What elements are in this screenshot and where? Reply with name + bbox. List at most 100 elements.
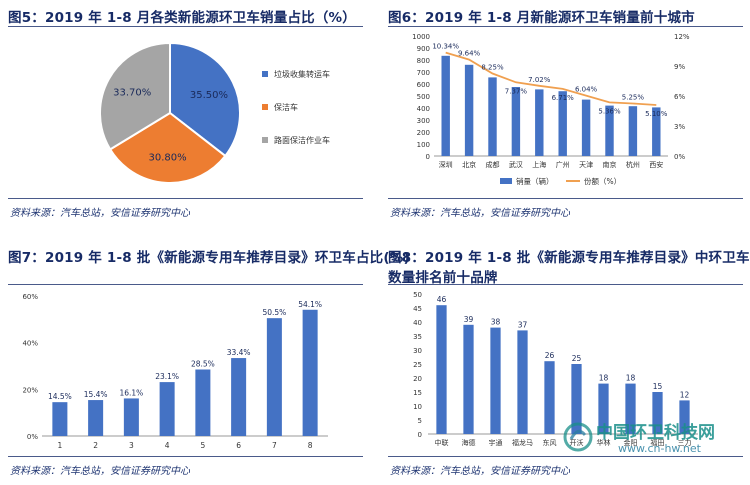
y2-tick-label: 6%	[674, 93, 685, 101]
legend-swatch	[262, 137, 268, 143]
legend-label: 销量（辆）	[516, 176, 554, 186]
x-tick-label: 中联	[435, 438, 449, 447]
x-tick-label: 成都	[486, 160, 500, 169]
fig8-bar-chart: 0 5 10 15 20 25 30 35 40 45 50 46 中联 39 海德 38 宇通 37 福龙马 26 东…	[413, 291, 698, 447]
bar	[679, 400, 690, 434]
x-tick-label: 1	[57, 441, 62, 450]
legend-label: 路面保洁作业车	[274, 135, 330, 145]
fig6-title: 图6：2019 年 1-8 月新能源环卫车销量前十城市	[388, 10, 695, 26]
bar	[490, 327, 501, 434]
y-tick-label: 700	[417, 69, 430, 77]
x-tick-label: 深圳	[439, 160, 453, 169]
y-tick-label: 5	[418, 417, 422, 425]
fig7-bottom-rule	[8, 456, 363, 457]
y2-tick-label: 12%	[674, 33, 690, 41]
pie-slice	[108, 111, 227, 184]
bar-value-label: 25	[572, 354, 582, 363]
x-tick-label: 南京	[603, 160, 617, 169]
share-value-label: 7.02%	[528, 76, 551, 84]
x-tick-label: 西安	[649, 160, 663, 169]
pie-value-label: 35.50%	[190, 90, 228, 101]
watermark: 中国环卫科技网 www.cn-hw.net	[562, 418, 732, 468]
fig7-title-rule	[8, 284, 363, 285]
share-value-label: 5.36%	[598, 107, 621, 115]
bar	[535, 89, 544, 156]
pie-value-label: 30.80%	[148, 152, 186, 163]
x-tick-label: 8	[308, 441, 313, 450]
watermark-url: www.cn-hw.net	[618, 442, 701, 455]
y-tick-label: 900	[417, 45, 430, 53]
y-tick-label: 25	[413, 361, 422, 369]
legend-label: 份额（%）	[584, 176, 621, 186]
bar-value-label: 46	[437, 295, 447, 304]
bar	[159, 382, 175, 436]
fig7-bar-chart: 0% 20% 40% 60% 14.5% 1 15.4% 2 16.1% 3 23.1% 4 28.5%…	[22, 293, 328, 450]
share-value-label: 6.71%	[552, 94, 575, 102]
bar	[605, 105, 614, 156]
bar	[231, 358, 247, 436]
bar	[571, 364, 582, 434]
bar-value-label: 28.5%	[191, 360, 215, 369]
bar	[517, 330, 528, 434]
fig5-title-rule	[8, 26, 363, 27]
y-tick-label: 300	[417, 117, 430, 125]
y2-tick-label: 9%	[674, 63, 685, 71]
bar	[625, 383, 636, 434]
y-tick-label: 400	[417, 105, 430, 113]
bar	[464, 64, 474, 156]
x-tick-label: 东风	[543, 438, 557, 447]
bar-value-label: 37	[518, 320, 528, 329]
share-line	[445, 51, 657, 106]
fig8-bottom-rule	[388, 456, 743, 457]
share-value-label: 5.25%	[622, 94, 645, 102]
y2-tick-label: 3%	[674, 123, 685, 131]
bar	[544, 361, 555, 434]
bar	[302, 309, 318, 436]
legend-label: 垃圾收集转运车	[274, 69, 330, 79]
share-value-label: 5.10%	[645, 110, 668, 118]
fig7-title: 图7：2019 年 1-8 批《新能源专用车推荐目录》环卫车占比(%)	[8, 250, 410, 266]
share-value-label: 8.25%	[481, 64, 504, 72]
x-tick-label: 2	[93, 441, 98, 450]
bar-value-label: 26	[545, 351, 555, 360]
bar-value-label: 33.4%	[227, 348, 251, 357]
y-tick-label: 30	[413, 347, 422, 355]
x-tick-label: 7	[272, 441, 277, 450]
x-tick-label: 4	[165, 441, 170, 450]
bar	[266, 318, 282, 436]
y-tick-label: 10	[413, 403, 422, 411]
bar	[652, 107, 661, 156]
y-tick-label: 20%	[22, 386, 38, 394]
y-tick-label: 40	[413, 319, 422, 327]
fig8-source: 资料来源：汽车总站，安信证券研究中心	[390, 466, 570, 477]
bar	[558, 91, 567, 156]
bar	[652, 392, 663, 434]
fig6-bar-line-chart: 0 100 200 300 400 500 600 700 800 900 1000 0% 3% 6% 9%…	[412, 33, 690, 186]
y-tick-label: 1000	[412, 33, 430, 41]
fig6-bottom-rule	[388, 198, 743, 199]
fig5-bottom-rule	[8, 198, 363, 199]
pie-slice	[169, 41, 241, 158]
bar-value-label: 38	[491, 318, 501, 327]
y-tick-label: 20	[413, 375, 422, 383]
x-tick-label: 三力	[678, 438, 692, 447]
bar	[488, 77, 497, 156]
watermark-logo-icon	[563, 422, 593, 452]
x-tick-label: 华林	[597, 438, 611, 447]
bar	[598, 383, 609, 434]
share-value-label: 9.64%	[458, 50, 481, 58]
fig8-title-rule	[388, 284, 743, 285]
legend-swatch	[262, 104, 268, 110]
bar-value-label: 16.1%	[119, 388, 143, 397]
bar-value-label: 23.1%	[155, 372, 179, 381]
y-tick-label: 200	[417, 129, 430, 137]
share-value-label: 7.37%	[505, 87, 528, 95]
bar-value-label: 12	[680, 390, 690, 399]
bar	[511, 87, 521, 156]
bar	[581, 99, 591, 156]
y-tick-label: 500	[417, 93, 430, 101]
bar-value-label: 15	[653, 382, 663, 391]
fig5-source: 资料来源：汽车总站，安信证券研究中心	[10, 208, 190, 219]
bar	[195, 369, 211, 436]
